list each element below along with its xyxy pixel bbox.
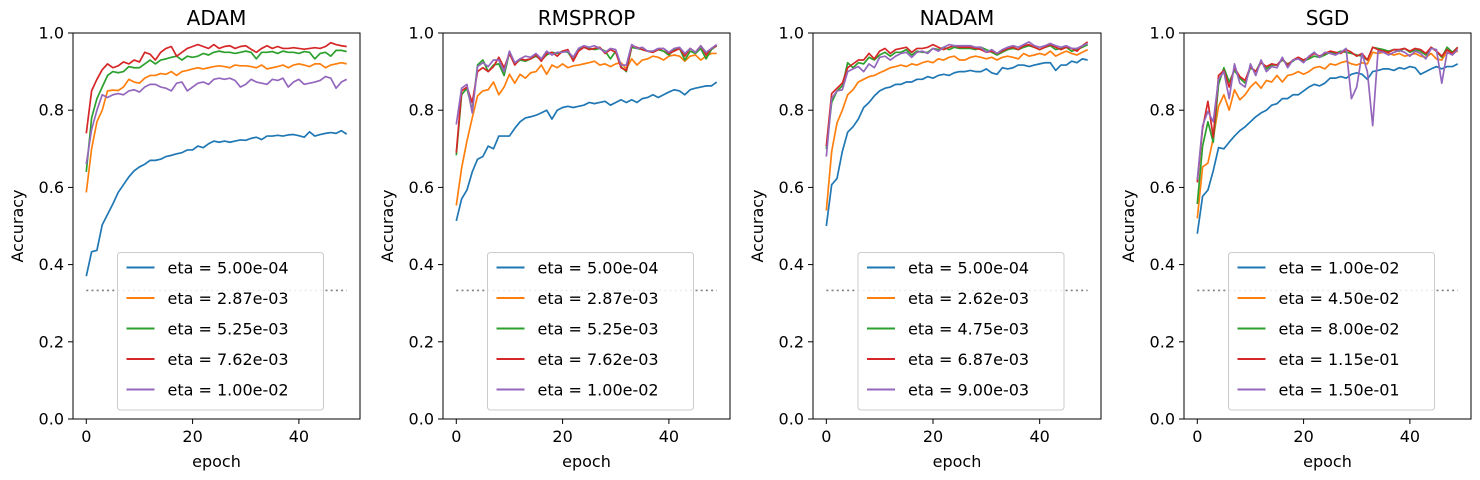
series-line-5 [85, 75, 348, 165]
y-tick-label: 0.0 [409, 410, 434, 429]
chart-panel-nadam: NADAM 0.0 0.2 0.4 0.6 0.8 1.0 0 20 40 epoch Accurac… [748, 6, 1102, 471]
y-tick-label: 0.8 [779, 101, 804, 120]
series-line-5 [825, 41, 1089, 157]
series-line-1 [455, 81, 718, 222]
x-tick-label: 20 [182, 427, 202, 446]
y-tick-label: 0.4 [779, 255, 804, 274]
chart-title: RMSPROP [538, 6, 636, 30]
series-line-4 [85, 41, 347, 134]
series-line-2 [455, 52, 717, 206]
legend-entry: eta = 8.00e-02 [1279, 320, 1400, 339]
legend-entry: eta = 4.75e-03 [908, 320, 1029, 339]
series-line-1 [1196, 63, 1459, 234]
chart-panel-sgd: SGD 0.0 0.2 0.4 0.6 0.8 1.0 0 20 40 epoch Accuracy e… [1119, 6, 1472, 471]
y-tick-label: 0.4 [1150, 255, 1175, 274]
y-tick-label: 0.2 [39, 332, 64, 351]
plot-frame [812, 32, 1102, 420]
y-tick-label: 0.6 [39, 178, 64, 197]
y-tick-label: 0.2 [1150, 332, 1175, 351]
legend-entry: eta = 1.00e-02 [538, 381, 659, 400]
x-tick-label: 20 [923, 427, 943, 446]
x-tick-label: 20 [552, 427, 572, 446]
y-axis-label: Accuracy [378, 189, 397, 262]
legend-entry: eta = 1.15e-01 [1279, 350, 1400, 369]
y-tick-label: 0.8 [1150, 101, 1175, 120]
y-tick-label: 0.4 [409, 255, 434, 274]
chart-title: SGD [1306, 6, 1350, 30]
y-tick-label: 1.0 [1150, 24, 1175, 43]
series-line-2 [825, 48, 1089, 211]
series-line-1 [825, 58, 1088, 227]
x-axis-label: epoch [562, 452, 611, 471]
legend-entry: eta = 5.00e-04 [908, 259, 1029, 278]
legend-entry: eta = 1.00e-02 [1279, 259, 1400, 278]
plot-frame [72, 32, 361, 420]
legend-entry: eta = 5.00e-04 [538, 259, 659, 278]
x-tick-label: 40 [659, 427, 679, 446]
legend-entry: eta = 2.87e-03 [538, 289, 659, 308]
y-tick-label: 0.0 [779, 410, 804, 429]
y-axis-label: Accuracy [748, 189, 767, 262]
chart-title: NADAM [920, 6, 995, 30]
legend-box [117, 252, 324, 411]
y-tick-label: 0.4 [39, 255, 64, 274]
plot-frame [1183, 32, 1472, 420]
legend-entry: eta = 4.50e-02 [1279, 289, 1400, 308]
y-tick-label: 0.0 [1150, 410, 1175, 429]
y-axis-label: Accuracy [1119, 189, 1138, 262]
series-line-3 [85, 49, 347, 173]
y-tick-label: 0.0 [39, 410, 64, 429]
series-line-1 [85, 129, 348, 277]
legend-box [487, 252, 694, 411]
legend-entry: eta = 7.62e-03 [168, 350, 289, 369]
legend-entry: eta = 6.87e-03 [908, 350, 1029, 369]
series-line-5 [455, 43, 718, 125]
legend-entry: eta = 5.25e-03 [168, 320, 289, 339]
x-tick-label: 0 [81, 427, 91, 446]
y-tick-label: 0.6 [779, 178, 804, 197]
series-line-2 [85, 61, 347, 193]
y-tick-label: 1.0 [39, 24, 64, 43]
chart-title: ADAM [187, 6, 247, 30]
y-tick-label: 1.0 [409, 24, 434, 43]
y-tick-label: 0.2 [409, 332, 434, 351]
y-axis-label: Accuracy [8, 189, 27, 262]
x-tick-label: 0 [1192, 427, 1202, 446]
y-tick-label: 0.8 [409, 101, 434, 120]
legend-entry: eta = 1.50e-01 [1279, 381, 1400, 400]
legend-entry: eta = 9.00e-03 [908, 381, 1029, 400]
legend-entry: eta = 7.62e-03 [538, 350, 659, 369]
legend-entry: eta = 2.62e-03 [908, 289, 1029, 308]
series-line-4 [455, 44, 718, 153]
x-axis-label: epoch [192, 452, 241, 471]
chart-panel-rmsprop: RMSPROP 0.0 0.2 0.4 0.6 0.8 1.0 0 20 40 epoch Accur… [378, 6, 731, 471]
x-tick-label: 0 [451, 427, 461, 446]
legend-box [857, 252, 1065, 411]
y-tick-label: 0.6 [409, 178, 434, 197]
x-axis-label: epoch [933, 452, 982, 471]
plot-frame [442, 32, 731, 420]
x-tick-label: 0 [821, 427, 831, 446]
legend-box [1228, 252, 1435, 411]
series-line-5 [1196, 47, 1459, 180]
y-tick-label: 0.6 [1150, 178, 1175, 197]
x-axis-label: epoch [1303, 452, 1352, 471]
series-line-3 [825, 43, 1089, 149]
y-tick-label: 0.8 [39, 101, 64, 120]
legend-entry: eta = 1.00e-02 [168, 381, 289, 400]
y-tick-label: 0.2 [779, 332, 804, 351]
x-tick-label: 40 [1029, 427, 1049, 446]
legend-entry: eta = 5.00e-04 [168, 259, 289, 278]
series-line-2 [1196, 50, 1459, 219]
y-tick-label: 1.0 [779, 24, 804, 43]
x-tick-label: 40 [289, 427, 309, 446]
legend-entry: eta = 5.25e-03 [538, 320, 659, 339]
legend-entry: eta = 2.87e-03 [168, 289, 289, 308]
x-tick-label: 40 [1400, 427, 1420, 446]
x-tick-label: 20 [1293, 427, 1313, 446]
chart-panel-adam: ADAM 0.0 0.2 0.4 0.6 0.8 1.0 0 20 40 epoch Accuracy… [8, 6, 361, 471]
